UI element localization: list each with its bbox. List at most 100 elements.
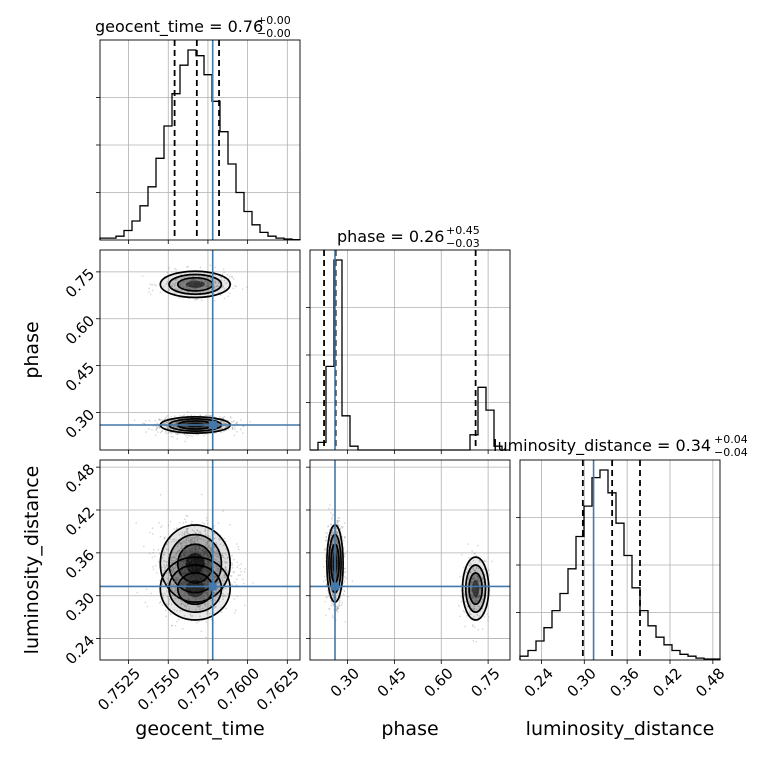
sample-point: [330, 600, 332, 602]
sample-point: [179, 565, 181, 567]
panel-content: [135, 493, 254, 639]
sample-point: [332, 594, 335, 597]
sample-point: [224, 595, 226, 597]
sample-point: [183, 552, 186, 555]
sample-point: [223, 556, 225, 559]
sample-point: [168, 571, 170, 573]
sample-point: [472, 559, 475, 562]
sample-point: [224, 576, 226, 579]
sample-point: [199, 414, 202, 416]
sample-point: [197, 605, 200, 608]
sample-point: [337, 509, 340, 511]
sample-point: [183, 605, 186, 607]
sample-point: [331, 529, 334, 532]
sample-point: [196, 574, 199, 577]
sample-point: [217, 581, 219, 584]
sample-point: [176, 582, 179, 585]
sample-point: [184, 604, 187, 607]
sample-point: [158, 427, 161, 429]
sample-point: [191, 435, 193, 438]
sample-point: [217, 570, 220, 572]
sample-point: [202, 539, 205, 541]
sample-point: [324, 548, 326, 550]
sample-point: [242, 578, 244, 581]
sample-point: [233, 598, 236, 600]
sample-point: [156, 422, 159, 425]
sample-point: [159, 431, 162, 434]
sample-point: [231, 275, 233, 278]
sample-point: [218, 281, 220, 283]
sample-point: [343, 555, 346, 558]
sample-point: [472, 625, 474, 627]
sample-point: [207, 560, 209, 563]
sample-point: [216, 572, 219, 574]
sample-point: [204, 544, 207, 547]
y-tick-label-phase: 0.30: [62, 406, 98, 442]
sample-point: [203, 560, 206, 563]
sample-point: [330, 532, 333, 535]
sample-point: [332, 543, 334, 545]
sample-point: [338, 588, 341, 591]
sample-point: [331, 532, 333, 534]
sample-point: [195, 598, 197, 601]
sample-point: [164, 430, 167, 433]
sample-point: [183, 550, 186, 553]
sample-point: [190, 552, 192, 554]
sample-point: [199, 615, 201, 618]
sample-point: [178, 564, 180, 567]
sample-point: [469, 562, 471, 564]
sample-point: [225, 422, 227, 425]
sample-point: [207, 561, 210, 563]
sample-point: [180, 555, 183, 557]
sample-point: [182, 282, 185, 284]
sample-point: [162, 554, 165, 556]
sample-point: [180, 557, 182, 560]
sample-point: [209, 575, 212, 578]
sample-point: [325, 584, 328, 586]
sample-point: [190, 568, 192, 571]
sample-point: [332, 594, 334, 597]
sample-point: [175, 433, 177, 435]
sample-point: [184, 440, 187, 443]
sample-point: [482, 576, 484, 579]
title-phase-plus: +0.45: [446, 224, 480, 237]
sample-point: [186, 572, 188, 574]
sample-point: [336, 606, 339, 608]
sample-point: [194, 547, 197, 550]
sample-point: [181, 560, 184, 563]
sample-point: [181, 570, 184, 573]
sample-point: [190, 575, 192, 578]
sample-point: [218, 415, 221, 418]
sample-point: [195, 578, 197, 580]
sample-point: [173, 426, 176, 428]
sample-point: [336, 553, 338, 556]
sample-point: [142, 422, 144, 425]
sample-point: [226, 572, 229, 574]
sample-point: [337, 578, 340, 581]
sample-point: [143, 545, 145, 548]
sample-point: [214, 576, 217, 579]
sample-point: [189, 575, 191, 577]
sample-point: [220, 276, 223, 279]
density-level: [472, 579, 480, 598]
sample-point: [226, 425, 229, 428]
sample-point: [241, 432, 244, 434]
sample-point: [185, 539, 188, 541]
contour-line: [461, 556, 490, 621]
sample-point: [330, 517, 333, 519]
sample-point: [472, 605, 475, 608]
sample-point: [331, 543, 334, 546]
sample-point: [186, 570, 188, 573]
sample-point: [204, 425, 206, 428]
sample-point: [186, 537, 188, 539]
sample-point: [186, 576, 188, 578]
sample-point: [478, 559, 481, 562]
sample-point: [243, 570, 246, 573]
sample-point: [186, 567, 189, 570]
sample-point: [200, 576, 203, 579]
x-tick-label-luminosity-distance: 0.48: [692, 664, 728, 700]
sample-point: [332, 538, 335, 540]
sample-point: [225, 548, 227, 551]
sample-point: [181, 602, 183, 605]
sample-point: [186, 436, 189, 439]
